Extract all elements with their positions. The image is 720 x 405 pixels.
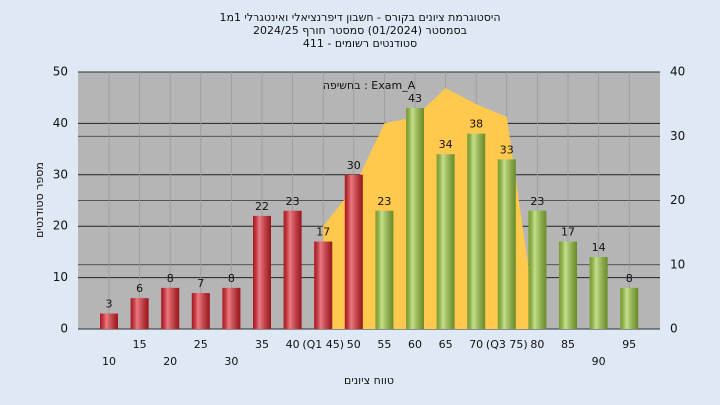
- bar-shine: [344, 174, 363, 329]
- bar-shine: [436, 154, 455, 329]
- bar-shine: [497, 159, 516, 329]
- x-tick-label: 70: [469, 338, 483, 351]
- bar-shine: [161, 287, 180, 329]
- x-tick-label: 65: [439, 338, 453, 351]
- bar-shine: [559, 241, 577, 329]
- y2-tick-label: 30: [670, 129, 685, 143]
- data-label: 6: [136, 282, 143, 295]
- y2-tick-label: 20: [670, 193, 685, 207]
- x-tick-label: 15: [133, 338, 147, 351]
- data-label: 33: [500, 143, 514, 156]
- data-label: 43: [408, 92, 422, 105]
- y2-tick-label: 40: [670, 65, 685, 79]
- data-label: 23: [286, 195, 300, 208]
- bar-shine: [314, 241, 333, 329]
- data-label: 23: [530, 195, 544, 208]
- y2-tick-label: 0: [670, 322, 678, 336]
- y-tick-label: 50: [53, 65, 68, 79]
- bar-shine: [222, 287, 241, 329]
- x-tick-label: 85: [561, 338, 575, 351]
- data-label: 17: [316, 226, 330, 239]
- x-tick-label: (Q3 75): [486, 338, 528, 351]
- data-label: 3: [106, 298, 113, 311]
- bar-shine: [406, 107, 424, 329]
- data-label: 22: [255, 200, 269, 213]
- chart-subtitle: בסמסטר (01/2024) סמסטר חורף 2024/25: [253, 24, 467, 37]
- data-label: 30: [347, 159, 361, 172]
- bar-shine: [467, 133, 486, 329]
- y-tick-label: 40: [53, 116, 68, 130]
- y-tick-label: 30: [53, 167, 68, 181]
- x-tick-label: 10: [102, 355, 116, 368]
- chart-subtitle: סטודנטים רשומים - 411: [303, 37, 417, 50]
- x-tick-label: 35: [255, 338, 269, 351]
- data-label: 23: [377, 195, 391, 208]
- x-tick-label: (Q1 45): [302, 338, 344, 351]
- data-label: 38: [469, 118, 483, 131]
- bar-shine: [100, 313, 118, 329]
- bar-shine: [191, 293, 210, 329]
- x-tick-label: 30: [224, 355, 238, 368]
- y-tick-label: 10: [53, 270, 68, 284]
- y2-tick-label: 10: [670, 257, 685, 271]
- x-tick-label: 40: [286, 338, 300, 351]
- y-tick-label: 20: [53, 219, 68, 233]
- bar-shine: [528, 210, 547, 329]
- bar-shine: [130, 298, 149, 329]
- x-tick-label: 80: [530, 338, 544, 351]
- data-label: 8: [228, 272, 235, 285]
- data-label: 17: [561, 226, 575, 239]
- data-label: 8: [626, 272, 633, 285]
- bar-shine: [375, 210, 394, 329]
- x-tick-label: 60: [408, 338, 422, 351]
- bar-shine: [620, 287, 639, 329]
- chart-title: היסטוגרמת ציונים בקורס - חשבון דיפרנציאל…: [219, 11, 500, 24]
- y-tick-label: 0: [60, 322, 68, 336]
- x-tick-label: 25: [194, 338, 208, 351]
- data-label: 34: [439, 138, 453, 151]
- y-axis-label: מספר סטודנטים: [33, 162, 46, 238]
- annotation: בחשיפה : Exam_A: [323, 79, 416, 92]
- x-tick-label: 90: [592, 355, 606, 368]
- x-tick-label: 20: [163, 355, 177, 368]
- data-label: 8: [167, 272, 174, 285]
- x-axis-label: טווח ציונים: [344, 374, 394, 387]
- x-tick-label: 55: [377, 338, 391, 351]
- data-label: 7: [197, 277, 204, 290]
- x-tick-label: 50: [347, 338, 361, 351]
- x-tick-label: 95: [622, 338, 636, 351]
- bar-shine: [253, 215, 271, 329]
- data-label: 14: [592, 241, 606, 254]
- bar-shine: [589, 257, 608, 329]
- bar-shine: [283, 210, 302, 329]
